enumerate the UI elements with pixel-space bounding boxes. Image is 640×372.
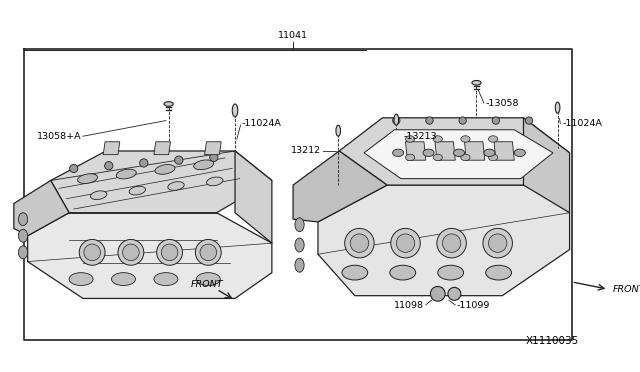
Text: 11041: 11041 [278, 31, 308, 41]
Circle shape [161, 244, 178, 261]
Ellipse shape [433, 136, 442, 142]
Circle shape [104, 161, 113, 170]
Circle shape [448, 288, 461, 300]
Ellipse shape [232, 104, 238, 117]
Circle shape [123, 244, 139, 261]
Ellipse shape [488, 136, 498, 142]
Text: 13212: 13212 [291, 147, 321, 155]
Text: -11024A: -11024A [241, 119, 282, 128]
Ellipse shape [19, 246, 28, 259]
Polygon shape [318, 185, 570, 296]
Ellipse shape [77, 174, 97, 183]
Circle shape [70, 164, 78, 173]
Ellipse shape [164, 102, 173, 106]
Circle shape [437, 228, 467, 258]
Ellipse shape [168, 182, 184, 190]
Ellipse shape [69, 273, 93, 286]
Text: 13058+A: 13058+A [36, 132, 81, 141]
Ellipse shape [390, 265, 415, 280]
Ellipse shape [19, 213, 28, 226]
Ellipse shape [207, 177, 223, 186]
Ellipse shape [19, 229, 28, 242]
Circle shape [392, 117, 400, 124]
Polygon shape [154, 142, 170, 155]
Ellipse shape [196, 273, 220, 286]
Ellipse shape [394, 114, 399, 125]
Circle shape [210, 153, 218, 161]
Circle shape [84, 244, 100, 261]
Ellipse shape [295, 218, 304, 232]
Circle shape [350, 234, 369, 252]
Polygon shape [435, 142, 455, 160]
Circle shape [483, 228, 513, 258]
Polygon shape [339, 118, 570, 185]
Circle shape [492, 117, 500, 124]
Ellipse shape [155, 164, 175, 174]
Text: FRONT: FRONT [191, 280, 223, 289]
Circle shape [426, 117, 433, 124]
Polygon shape [14, 180, 69, 236]
Circle shape [396, 234, 415, 252]
Ellipse shape [295, 238, 304, 252]
Text: 11098: 11098 [394, 301, 424, 310]
Ellipse shape [295, 258, 304, 272]
Polygon shape [205, 142, 221, 155]
Text: -13058: -13058 [486, 99, 519, 108]
Ellipse shape [154, 273, 178, 286]
Polygon shape [28, 213, 272, 298]
Ellipse shape [461, 136, 470, 142]
Ellipse shape [438, 265, 463, 280]
Circle shape [157, 240, 182, 265]
Ellipse shape [556, 102, 560, 113]
Circle shape [431, 286, 445, 301]
Ellipse shape [90, 191, 107, 199]
Ellipse shape [342, 265, 368, 280]
Circle shape [118, 240, 144, 265]
Ellipse shape [406, 154, 415, 161]
Ellipse shape [454, 149, 465, 157]
Circle shape [459, 117, 467, 124]
Text: X1110035: X1110035 [525, 336, 579, 346]
Ellipse shape [461, 154, 470, 161]
Circle shape [442, 234, 461, 252]
Circle shape [195, 240, 221, 265]
Ellipse shape [486, 265, 511, 280]
Circle shape [525, 117, 532, 124]
Ellipse shape [116, 169, 136, 179]
Text: -13213: -13213 [404, 132, 437, 141]
Ellipse shape [423, 149, 434, 157]
Polygon shape [494, 142, 515, 160]
Ellipse shape [484, 149, 495, 157]
Ellipse shape [433, 154, 442, 161]
Polygon shape [235, 151, 272, 243]
Ellipse shape [392, 149, 404, 157]
Text: -11024A: -11024A [562, 119, 602, 128]
Polygon shape [51, 151, 272, 213]
Ellipse shape [488, 154, 498, 161]
Ellipse shape [111, 273, 136, 286]
Polygon shape [103, 142, 120, 155]
Polygon shape [293, 151, 387, 222]
Polygon shape [406, 142, 426, 160]
Ellipse shape [406, 136, 415, 142]
Circle shape [488, 234, 507, 252]
Ellipse shape [194, 160, 214, 170]
Ellipse shape [472, 80, 481, 85]
Text: -11099: -11099 [456, 301, 490, 310]
Polygon shape [465, 142, 484, 160]
Circle shape [140, 159, 148, 167]
Circle shape [345, 228, 374, 258]
Ellipse shape [336, 125, 340, 136]
Text: FRONT: FRONT [613, 285, 640, 294]
Polygon shape [364, 130, 553, 179]
Ellipse shape [129, 186, 145, 195]
Circle shape [391, 228, 420, 258]
Circle shape [175, 156, 183, 164]
Circle shape [200, 244, 216, 261]
Polygon shape [524, 118, 570, 213]
Circle shape [79, 240, 105, 265]
Ellipse shape [515, 149, 525, 157]
